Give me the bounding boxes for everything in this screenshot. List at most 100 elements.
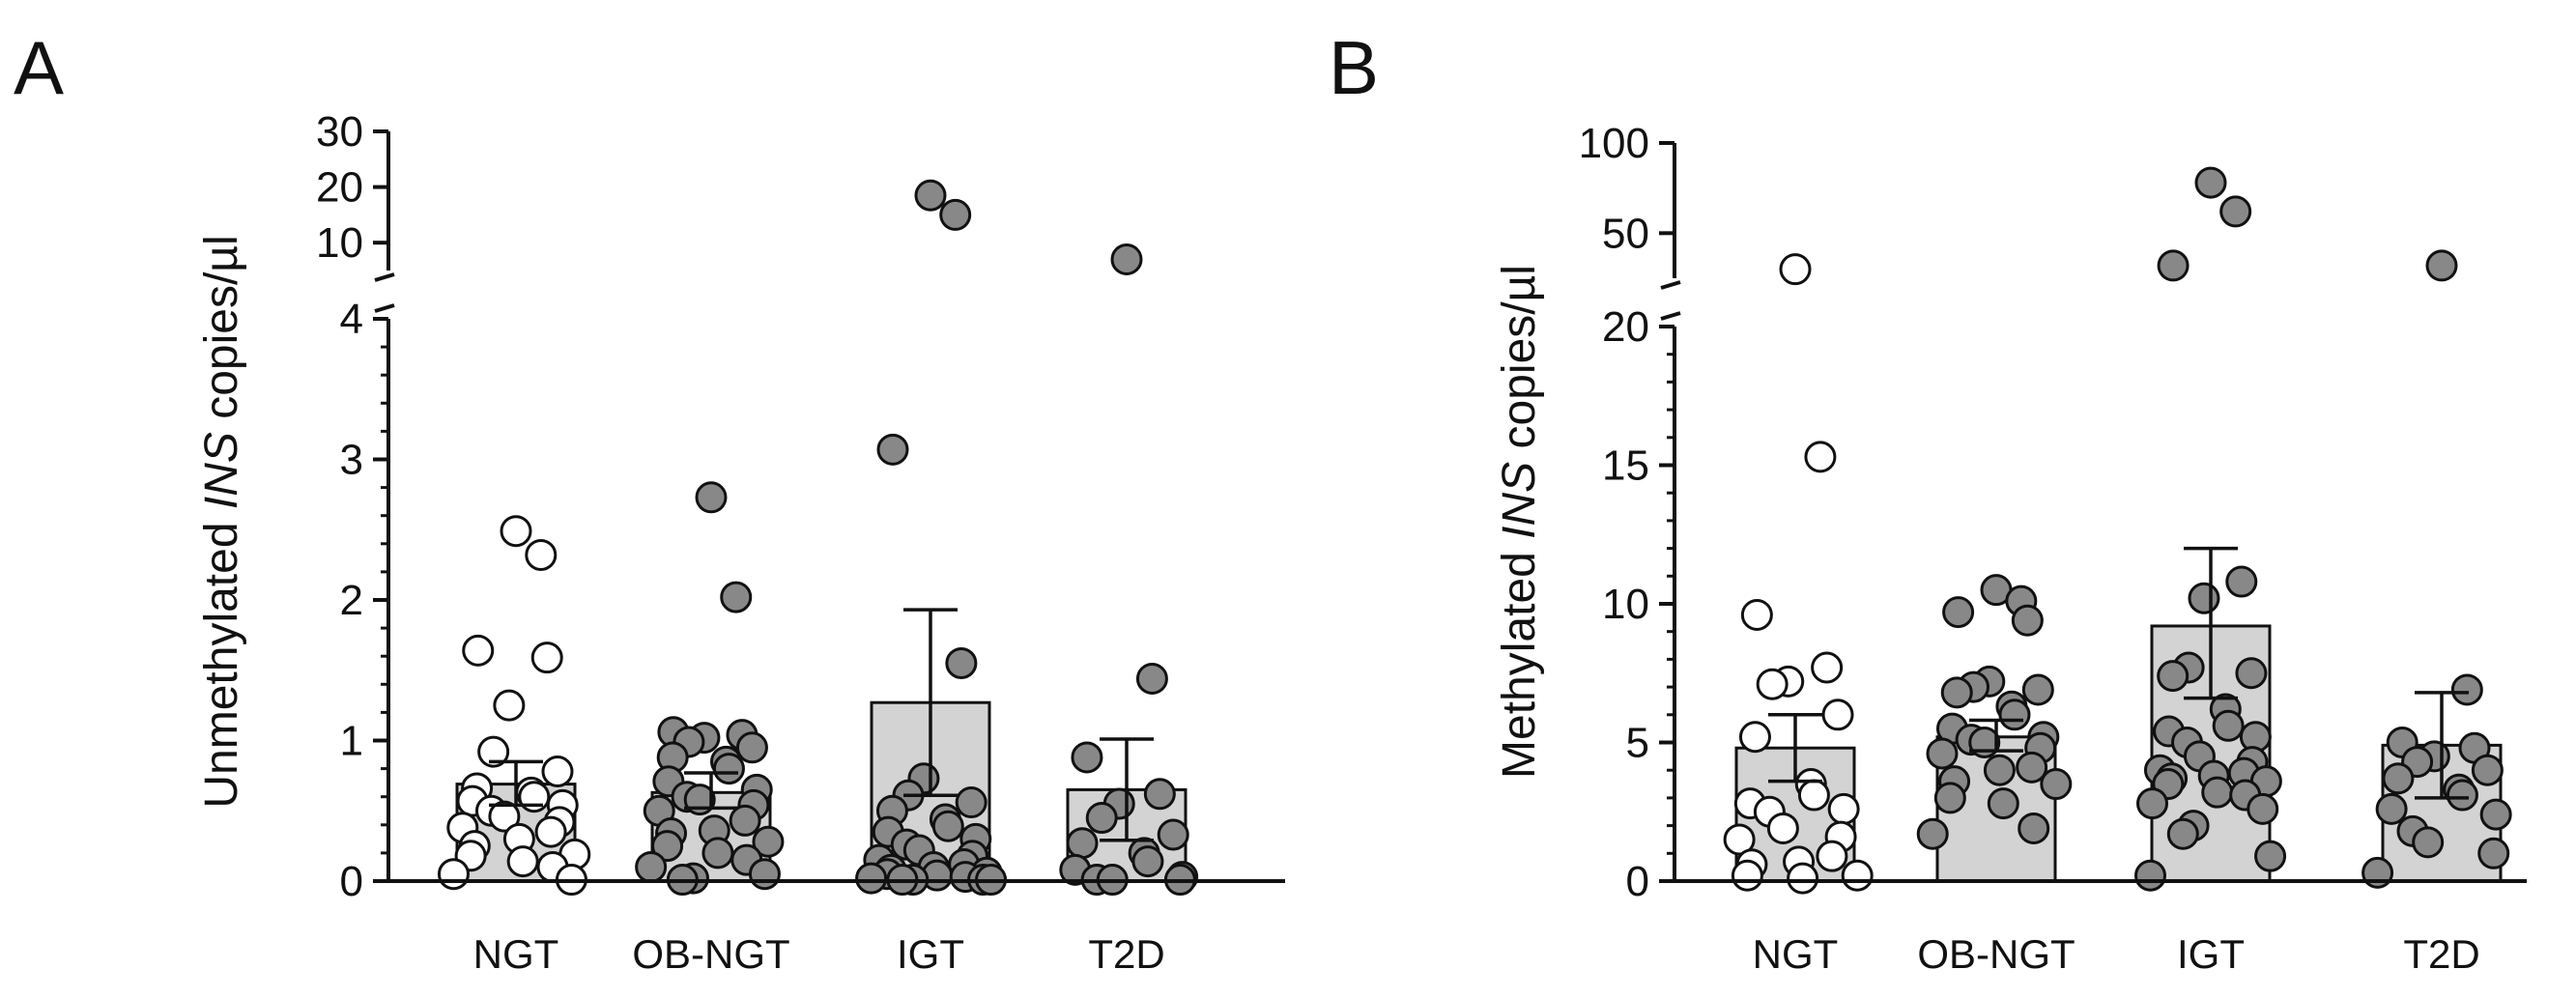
y-axis-title-part: copies/µl <box>1494 265 1545 462</box>
panel-label-a: A <box>14 25 64 110</box>
data-point <box>729 804 761 837</box>
data-point <box>752 825 785 858</box>
data-point <box>2450 673 2483 706</box>
data-point <box>712 753 745 785</box>
data-point <box>2477 837 2510 870</box>
data-point <box>1804 441 1837 473</box>
data-point <box>1811 651 1844 684</box>
data-point <box>2133 859 2166 892</box>
data-point <box>2166 817 2199 850</box>
data-point <box>2040 768 2073 801</box>
data-point <box>500 515 532 548</box>
data-point <box>1787 862 1819 895</box>
x-tick-label-igt: IGT <box>897 931 964 977</box>
data-point <box>876 433 909 466</box>
data-point <box>2021 673 2054 706</box>
data-point <box>2479 798 2512 831</box>
data-point <box>2201 776 2234 809</box>
data-point <box>945 646 978 679</box>
data-point <box>701 837 734 870</box>
data-point <box>541 756 574 788</box>
data-point <box>534 815 567 848</box>
chart-panel-a: 0 1 2 3 4 10 20 30 NGT OB-NGT IGT T2D Unmethylated I… <box>196 108 1285 977</box>
data-point <box>955 786 987 819</box>
data-point <box>720 581 753 613</box>
data-point <box>1110 242 1143 275</box>
data-point <box>530 642 563 674</box>
data-point <box>2247 792 2279 825</box>
data-point <box>518 781 551 813</box>
data-point <box>2235 657 2268 690</box>
x-tick-label-t2d: T2D <box>1088 931 1164 977</box>
data-point <box>1779 253 1812 286</box>
data-point <box>506 845 539 878</box>
data-point <box>477 735 510 768</box>
panel-label-b: B <box>1329 25 1379 110</box>
data-point <box>914 179 947 212</box>
y-axis-title-italic: INS <box>196 432 247 509</box>
y-tick-label: 10 <box>316 219 363 267</box>
data-point <box>1135 662 1168 695</box>
data-point <box>1841 859 1874 892</box>
data-point <box>1766 812 1799 844</box>
data-point <box>748 858 781 891</box>
data-point <box>1983 754 2016 786</box>
data-point <box>2157 660 2190 693</box>
data-point <box>1821 699 1854 731</box>
data-point <box>1066 827 1099 860</box>
axis-break-mark <box>374 303 395 313</box>
x-tick-label-ob-ngt: OB-NGT <box>632 931 789 977</box>
data-point <box>2382 762 2415 795</box>
data-point <box>525 538 558 571</box>
data-point <box>939 198 972 231</box>
y-tick-label: 30 <box>316 108 363 156</box>
data-point <box>2157 249 2190 282</box>
x-tick-label-t2d: T2D <box>2403 931 2479 977</box>
axis-break-mark <box>374 272 395 282</box>
data-point <box>2425 249 2458 282</box>
y-tick-label: 50 <box>1602 210 1649 257</box>
axis-break-mark <box>1660 311 1681 321</box>
data-point <box>2018 812 2050 844</box>
data-point <box>735 731 768 764</box>
data-point <box>1085 802 1118 835</box>
y-tick-label: 0 <box>1626 858 1649 905</box>
y-axis-title-part: Methylated <box>1494 539 1545 779</box>
data-point <box>1827 792 1860 825</box>
data-point <box>2412 826 2445 859</box>
data-point <box>651 830 684 863</box>
data-point <box>1731 859 1763 892</box>
chart-panel-b: 0 5 10 15 20 50 100 NGT OB-NGT IGT T2D Methylated I… <box>1494 120 2527 977</box>
data-point <box>2016 751 2048 784</box>
data-point <box>1723 823 1756 856</box>
data-point <box>1797 779 1830 812</box>
data-point <box>1998 699 2031 731</box>
data-point <box>462 634 495 667</box>
data-point <box>1143 778 1176 811</box>
data-point <box>2446 779 2478 812</box>
data-point <box>1816 840 1848 872</box>
x-tick-label-ngt: NGT <box>1753 931 1839 977</box>
data-point <box>1942 596 1975 629</box>
data-point <box>2254 840 2287 872</box>
data-point <box>2136 787 2169 820</box>
data-point <box>2219 195 2252 228</box>
data-point <box>2225 565 2258 598</box>
y-tick-label: 5 <box>1626 720 1649 767</box>
data-point <box>1738 721 1771 754</box>
data-point <box>855 862 888 895</box>
data-point <box>1131 845 1164 878</box>
data-point <box>695 481 728 514</box>
y-axis-title: Unmethylated INS copies/µl <box>196 235 247 808</box>
data-point <box>2194 166 2227 199</box>
data-point <box>493 689 526 722</box>
x-tick-label-igt: IGT <box>2177 931 2245 977</box>
data-point <box>1071 741 1103 774</box>
y-axis-title: Methylated INS copies/µl <box>1494 265 1545 779</box>
data-point <box>1987 787 2019 820</box>
data-point <box>488 800 521 833</box>
y-tick-label: 100 <box>1579 120 1649 167</box>
data-point <box>635 850 668 883</box>
y-axis-title-part: Unmethylated <box>196 509 247 809</box>
